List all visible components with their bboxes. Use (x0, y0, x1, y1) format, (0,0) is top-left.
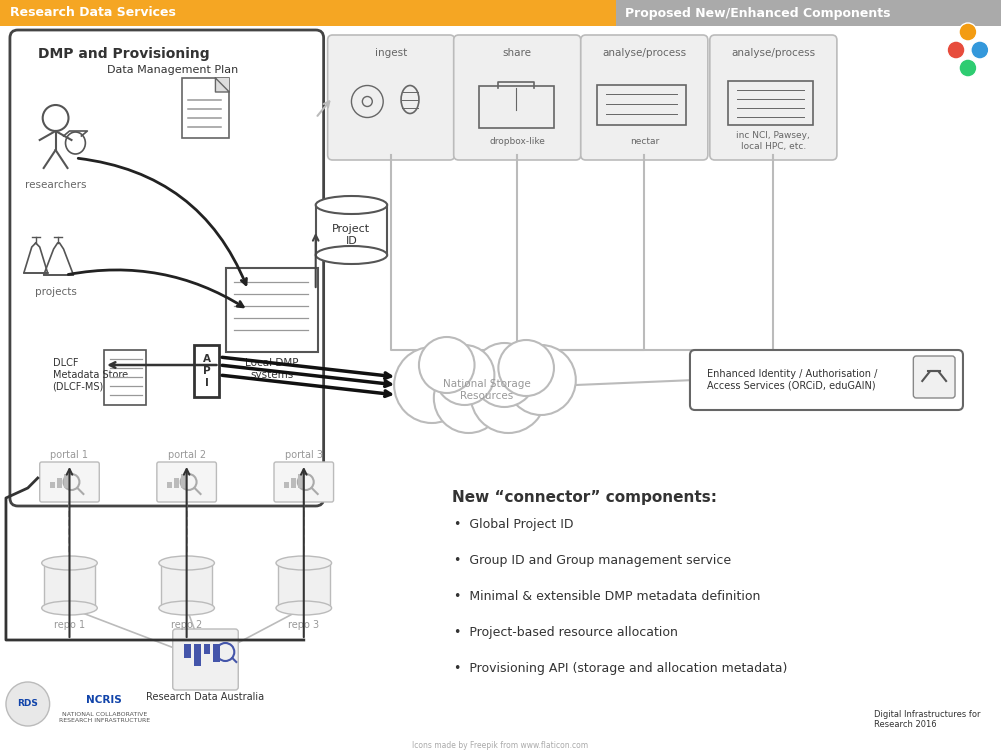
Text: repo 3: repo 3 (288, 620, 320, 630)
Ellipse shape (316, 246, 387, 264)
Bar (291, 478, 295, 488)
Circle shape (959, 23, 977, 41)
Bar (194, 644, 201, 666)
Text: NCRIS: NCRIS (87, 695, 122, 705)
Text: researchers: researchers (25, 180, 87, 190)
FancyBboxPatch shape (454, 35, 581, 160)
Text: •  Global Project ID: • Global Project ID (454, 518, 574, 531)
Ellipse shape (276, 556, 332, 570)
Ellipse shape (41, 601, 98, 615)
FancyBboxPatch shape (710, 35, 837, 160)
Circle shape (506, 345, 576, 415)
Text: Enhanced Identity / Authorisation /
Access Services (ORCiD, eduGAIN): Enhanced Identity / Authorisation / Acce… (707, 369, 877, 391)
Circle shape (434, 345, 494, 405)
FancyBboxPatch shape (39, 462, 99, 502)
FancyBboxPatch shape (328, 35, 455, 160)
FancyBboxPatch shape (913, 356, 955, 398)
Text: New “connector” components:: New “connector” components: (452, 490, 717, 505)
FancyBboxPatch shape (172, 629, 238, 690)
Circle shape (433, 363, 503, 433)
Text: Digital Infrastructures for
Research 2016: Digital Infrastructures for Research 201… (874, 710, 980, 730)
Bar (297, 474, 302, 488)
Bar (43, 563, 96, 608)
Text: •  Group ID and Group management service: • Group ID and Group management service (454, 554, 731, 567)
Text: projects: projects (34, 287, 77, 297)
Text: nectar: nectar (630, 137, 659, 145)
Polygon shape (216, 78, 230, 92)
Bar (278, 563, 330, 608)
Ellipse shape (159, 556, 215, 570)
Text: Proposed New/Enhanced Components: Proposed New/Enhanced Components (625, 7, 891, 20)
Text: DLCF
Metadata Store
(DLCF-MS): DLCF Metadata Store (DLCF-MS) (52, 358, 128, 392)
Bar (183, 644, 191, 658)
Text: Project
ID: Project ID (333, 225, 371, 246)
Circle shape (971, 41, 989, 59)
Ellipse shape (41, 556, 98, 570)
Text: Research Data Services: Research Data Services (10, 7, 175, 20)
Text: repo 1: repo 1 (54, 620, 85, 630)
FancyBboxPatch shape (104, 350, 146, 405)
Circle shape (948, 41, 965, 59)
Text: dropbox-like: dropbox-like (489, 137, 545, 145)
Text: portal 3: portal 3 (285, 450, 323, 460)
Text: Local DMP
systems: Local DMP systems (245, 358, 298, 380)
Bar (56, 478, 61, 488)
Bar (64, 474, 69, 488)
FancyBboxPatch shape (689, 350, 963, 410)
Text: Data Management Plan: Data Management Plan (107, 65, 239, 75)
Bar (173, 478, 178, 488)
FancyBboxPatch shape (157, 462, 217, 502)
Text: inc NCI, Pawsey,
local HPC, etc.: inc NCI, Pawsey, local HPC, etc. (737, 132, 810, 150)
FancyBboxPatch shape (581, 35, 708, 160)
Text: NATIONAL COLLABORATIVE
RESEARCH INFRASTRUCTURE: NATIONAL COLLABORATIVE RESEARCH INFRASTR… (58, 712, 150, 723)
Text: analyse/process: analyse/process (731, 48, 815, 58)
Text: Research Data Australia: Research Data Australia (146, 692, 264, 702)
Circle shape (498, 340, 554, 396)
Text: National Storage
Resources: National Storage Resources (443, 380, 530, 401)
Circle shape (394, 347, 470, 423)
Bar (166, 482, 171, 488)
Text: portal 1: portal 1 (50, 450, 89, 460)
Text: A
P
I: A P I (203, 355, 211, 388)
Text: •  Project-based resource allocation: • Project-based resource allocation (454, 626, 677, 639)
Text: RDS: RDS (17, 699, 38, 708)
Circle shape (471, 357, 546, 433)
Ellipse shape (316, 196, 387, 214)
FancyBboxPatch shape (616, 0, 1001, 26)
FancyBboxPatch shape (10, 30, 324, 506)
Ellipse shape (159, 601, 215, 615)
Text: repo 2: repo 2 (171, 620, 203, 630)
FancyBboxPatch shape (274, 462, 334, 502)
Text: ingest: ingest (375, 48, 407, 58)
Bar (284, 482, 289, 488)
Circle shape (6, 682, 49, 726)
Ellipse shape (276, 601, 332, 615)
Text: portal 2: portal 2 (167, 450, 206, 460)
Text: •  Provisioning API (storage and allocation metadata): • Provisioning API (storage and allocati… (454, 662, 787, 675)
FancyBboxPatch shape (194, 345, 220, 397)
Circle shape (473, 343, 536, 407)
FancyBboxPatch shape (0, 0, 616, 26)
Bar (316, 205, 387, 255)
FancyBboxPatch shape (227, 268, 318, 352)
Text: DMP and Provisioning: DMP and Provisioning (37, 47, 210, 61)
Bar (49, 482, 54, 488)
Circle shape (959, 59, 977, 77)
Bar (161, 563, 213, 608)
Bar (214, 644, 221, 662)
FancyBboxPatch shape (181, 78, 230, 138)
Text: •  Minimal & extensible DMP metadata definition: • Minimal & extensible DMP metadata defi… (454, 590, 760, 603)
Bar (204, 644, 211, 654)
Circle shape (419, 337, 475, 393)
Text: share: share (503, 48, 532, 58)
Text: Icons made by Freepik from www.flaticon.com: Icons made by Freepik from www.flaticon.… (412, 740, 589, 749)
Bar (180, 474, 185, 488)
Text: analyse/process: analyse/process (602, 48, 686, 58)
